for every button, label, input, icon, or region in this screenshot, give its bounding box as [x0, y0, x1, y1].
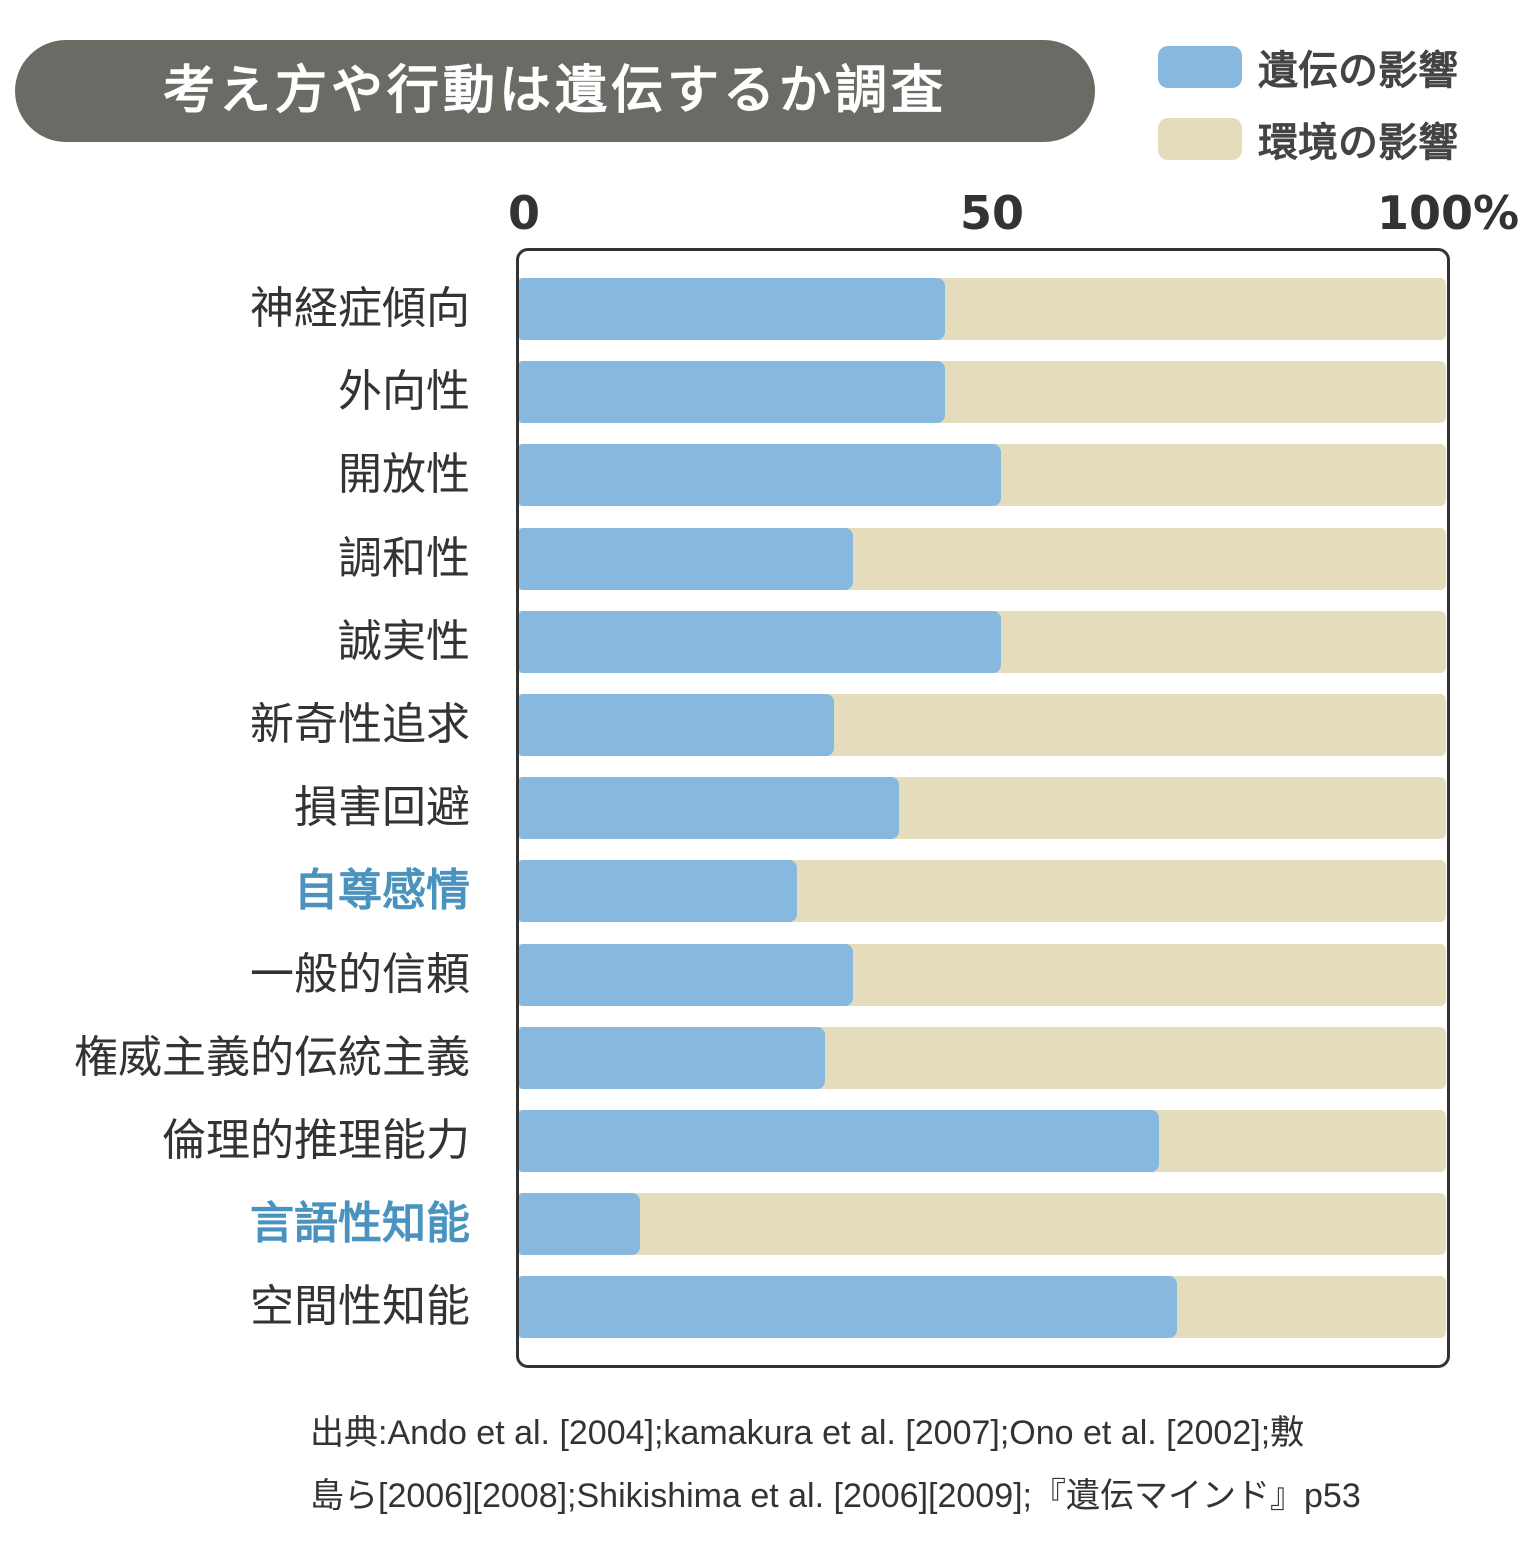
bar-genetic [519, 278, 946, 340]
category-label: 新奇性追求 [250, 699, 470, 750]
category-label: 権威主義的伝統主義 [74, 1031, 470, 1083]
bar-genetic [519, 943, 853, 1006]
legend-label-genetic: 遺伝の影響 [1258, 48, 1458, 94]
bar-genetic [519, 610, 1002, 673]
category-label: 空間性知能 [250, 1281, 470, 1333]
category-label: 外向性 [338, 366, 470, 418]
category-label: 言語性知能 [250, 1198, 470, 1250]
bar-genetic [519, 1276, 1178, 1339]
bar-genetic [519, 1110, 1159, 1172]
bar-genetic [519, 444, 1002, 507]
category-label: 調和性 [338, 532, 470, 584]
category-label: 自尊感情 [294, 865, 470, 917]
bar-genetic [519, 694, 835, 756]
plot-frame [516, 248, 1450, 1368]
bar-genetic [519, 1026, 825, 1089]
bar-genetic [519, 1193, 640, 1256]
category-label: 一般的信頼 [250, 948, 470, 1000]
tick-label-100: 100% [1376, 186, 1520, 240]
legend-swatch-genetic [1158, 46, 1242, 88]
bar-genetic [519, 777, 900, 840]
legend-label-environment: 環境の影響 [1258, 120, 1458, 166]
category-label: 倫理的推理能力 [162, 1115, 470, 1166]
tick-label-0: 0 [507, 186, 541, 240]
legend-environment: 環境の影響 [1158, 110, 1458, 168]
bar-genetic [519, 527, 853, 590]
bar-genetic [519, 860, 798, 923]
category-label: 誠実性 [338, 615, 470, 667]
bar-genetic [519, 361, 946, 424]
legend-genetic: 遺伝の影響 [1158, 38, 1458, 96]
source-line-1: 出典:Ando et al. [2004];kamakura et al. [2… [310, 1414, 1305, 1452]
category-label: 神経症傾向 [250, 283, 470, 334]
category-label: 開放性 [338, 449, 470, 501]
source-line-2: 島ら[2006][2008];Shikishima et al. [2006][… [310, 1477, 1361, 1515]
tick-label-50: 50 [959, 186, 1025, 240]
chart-title: 考え方や行動は遺伝するか調査 [15, 40, 1095, 142]
legend-swatch-environment [1158, 118, 1242, 160]
bar-environment [519, 1193, 1446, 1256]
category-label: 損害回避 [294, 782, 470, 834]
